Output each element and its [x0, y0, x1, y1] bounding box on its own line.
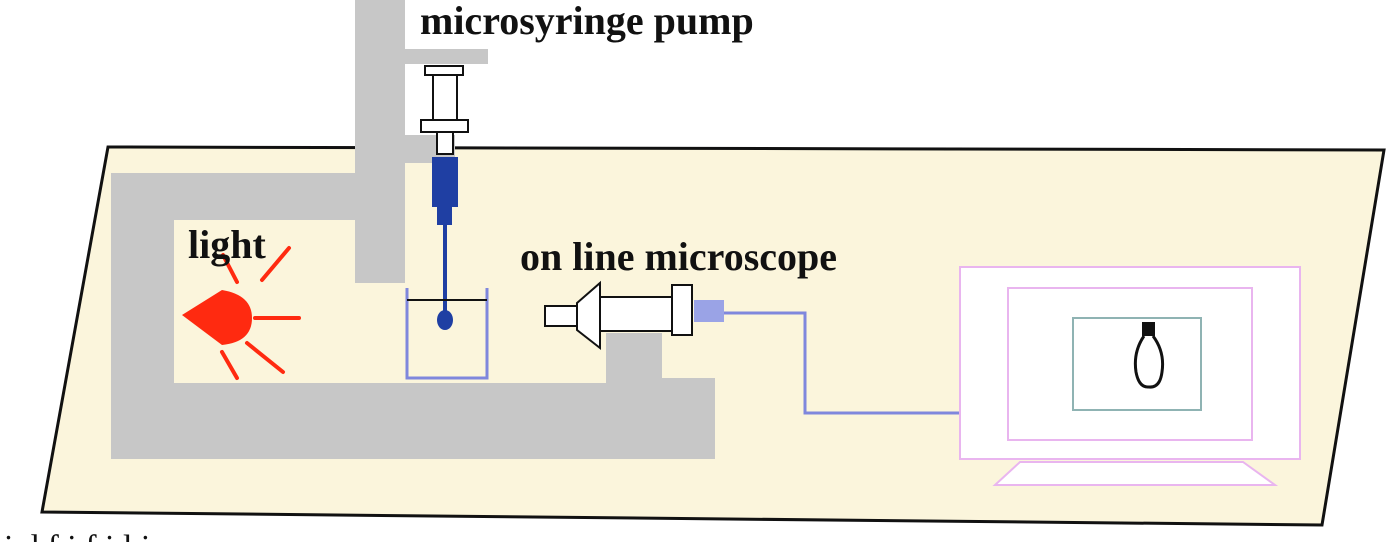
monitor [959, 266, 1301, 486]
label-light: light [188, 222, 266, 267]
monitor-screen [1072, 317, 1202, 411]
droplet-on-needle-icon [1133, 322, 1165, 389]
figure-caption: i d f i f i l i [4, 529, 150, 542]
microscope-stand-base [606, 378, 715, 398]
syringe-blue-barrel [432, 157, 458, 207]
support-frame [111, 173, 715, 459]
pump-arm [405, 49, 488, 64]
camera-adapter [694, 300, 724, 322]
microscope [544, 280, 693, 351]
label-microsyringe-pump: microsyringe pump [420, 0, 754, 43]
pendant-droplet [437, 310, 453, 330]
beaker [405, 288, 489, 380]
syringe-blue-tip [437, 205, 452, 225]
light-rays [220, 246, 301, 380]
label-on-line-microscope: on line microscope [520, 234, 837, 279]
light-bulb-icon [182, 290, 252, 345]
syringe [420, 65, 469, 155]
video-cable [724, 311, 960, 415]
